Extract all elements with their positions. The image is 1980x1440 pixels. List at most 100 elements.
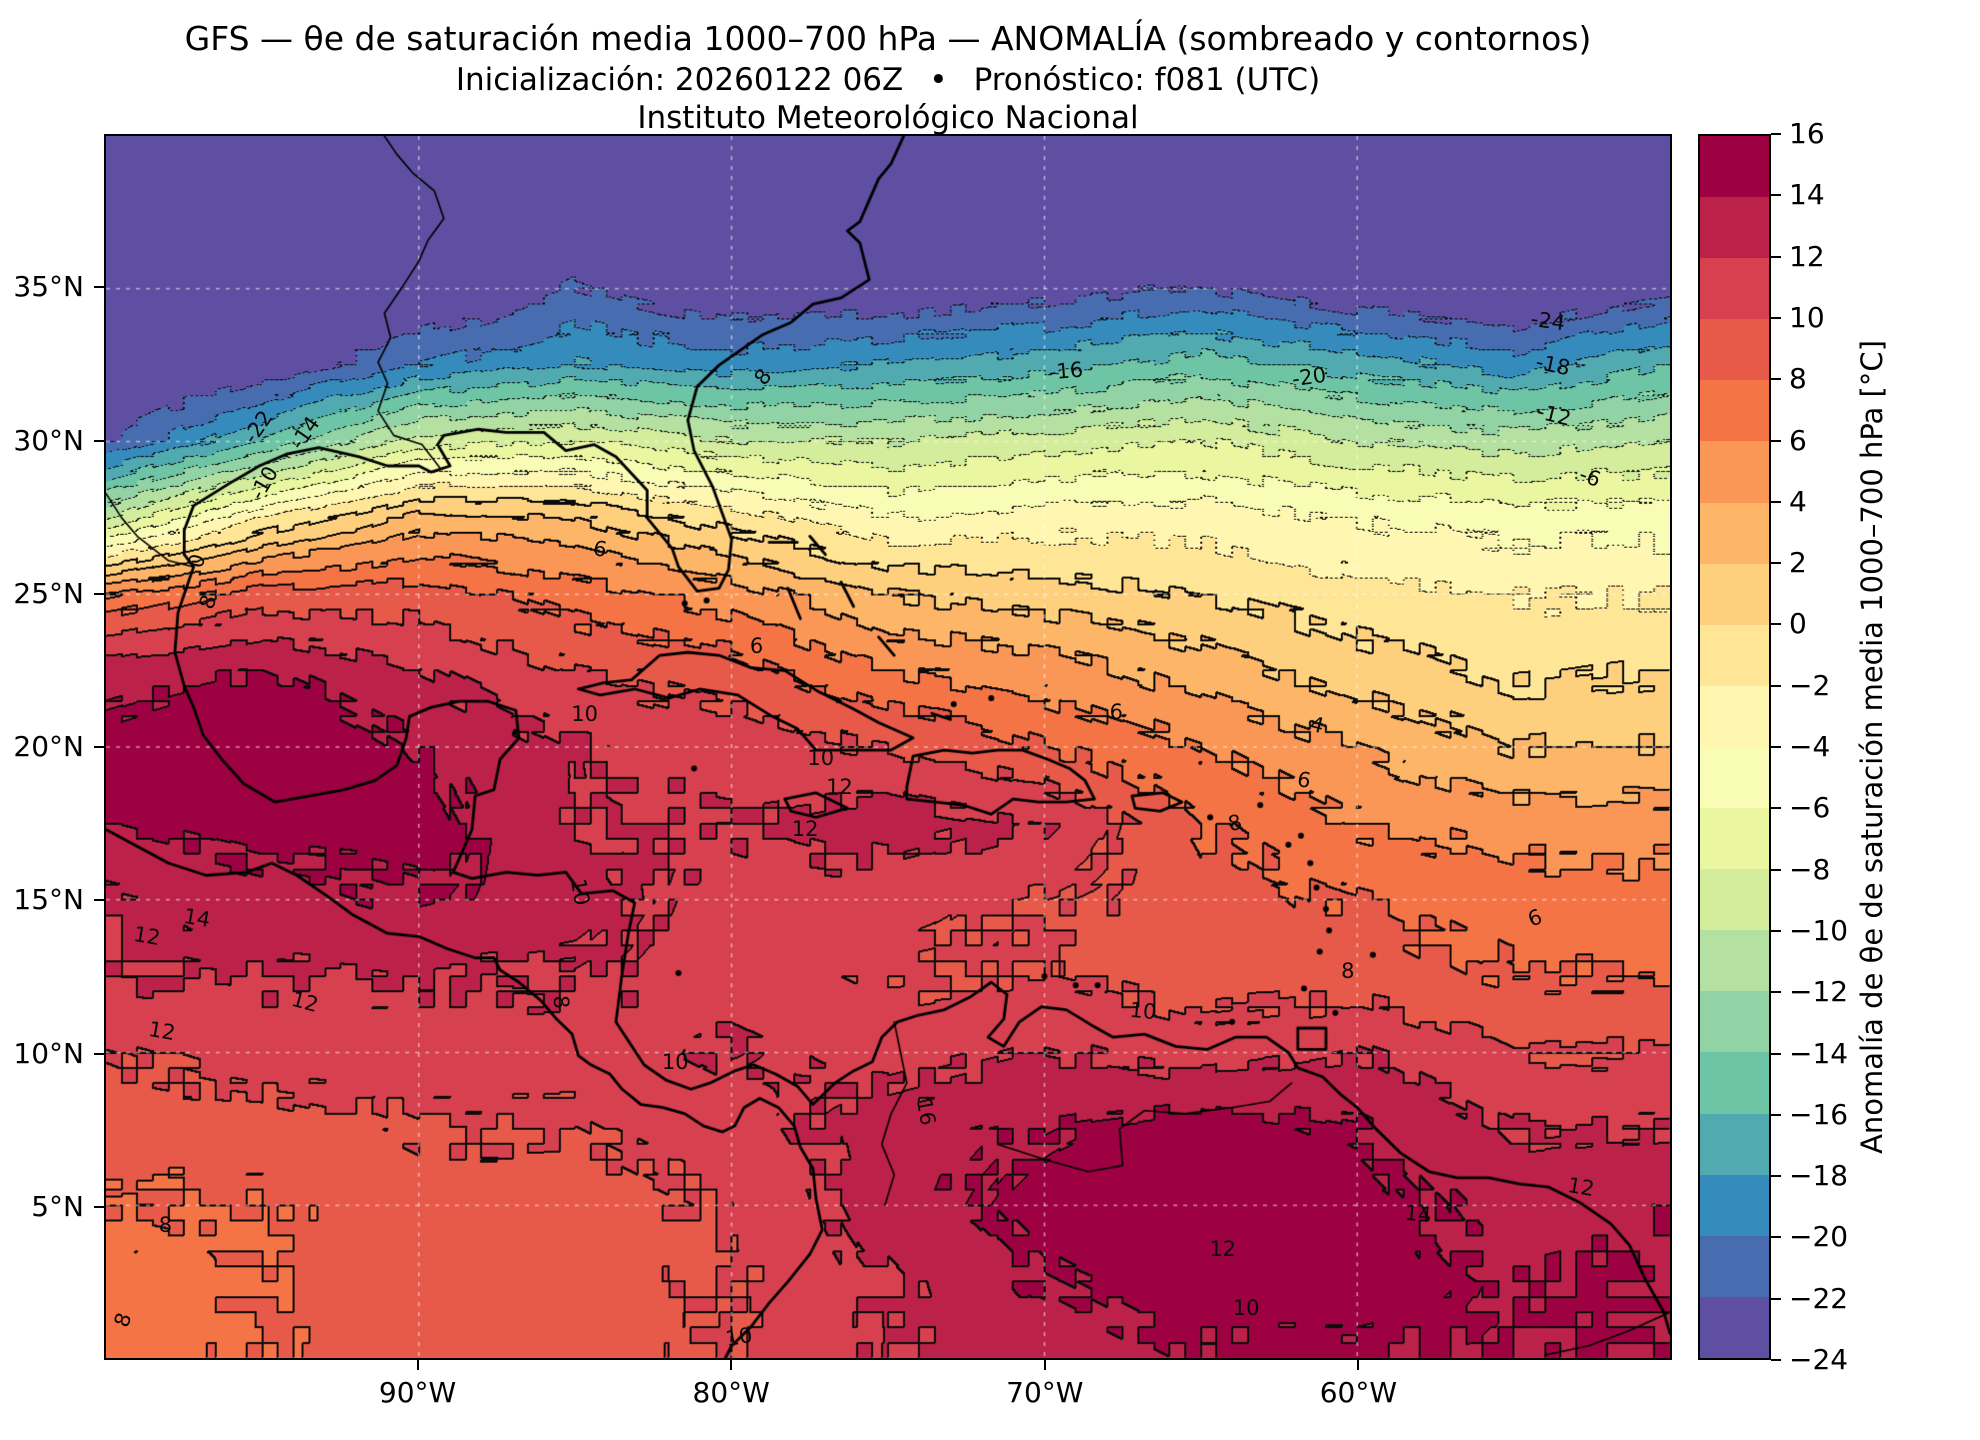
colorbar-segment <box>1700 624 1769 686</box>
colorbar-tick-mark <box>1771 1297 1781 1300</box>
colorbar-tick-label: 14 <box>1789 178 1825 212</box>
colorbar-segment <box>1700 563 1769 625</box>
contour-label: 6 <box>1525 904 1546 932</box>
colorbar-tick-mark <box>1771 868 1781 871</box>
x-tick-label: 80°W <box>692 1376 770 1409</box>
colorbar-tick-label: 16 <box>1789 117 1825 150</box>
contour-label: -24 <box>1529 306 1567 335</box>
contour-label: 6 <box>1109 699 1124 724</box>
contour-label: -6 <box>1576 462 1605 492</box>
contour-label: 14 <box>1403 1200 1433 1227</box>
x-axis: 90°W 80°W 70°W 60°W <box>104 1360 1672 1420</box>
contour-label: 12 <box>826 775 853 800</box>
contour-label: -18 <box>1533 349 1572 380</box>
contour-label: 8 <box>548 994 574 1011</box>
contour-labels-layer: -24 -18 -12 -6 -20 -16 8 -22 -14 -10 0 8 6 6 10 10 12 12 6… <box>106 136 1670 1358</box>
colorbar-tick-mark <box>1771 1113 1781 1116</box>
colorbar-segment <box>1700 1296 1769 1358</box>
colorbar-tick-label: −2 <box>1789 668 1831 702</box>
colorbar-tick-label: −24 <box>1789 1343 1849 1376</box>
title-block: GFS — θe de saturación media 1000–700 hP… <box>104 19 1672 137</box>
y-tick-label: 10°N <box>13 1036 84 1070</box>
colorbar-segment <box>1700 1235 1769 1297</box>
contour-label: 10 <box>1232 1295 1260 1320</box>
x-tick-label: 60°W <box>1319 1376 1398 1409</box>
chart-subtitle: Inicialización: 20260122 06Z • Pronóstic… <box>104 62 1672 98</box>
contour-label: 12 <box>288 987 321 1018</box>
colorbar-tick-mark <box>1771 991 1781 994</box>
colorbar-segment <box>1700 808 1769 870</box>
colorbar-tick-mark <box>1771 807 1781 810</box>
colorbar-tick-mark <box>1771 316 1781 319</box>
colorbar-tick-label: −12 <box>1789 975 1849 1009</box>
y-tick-mark <box>94 439 104 442</box>
colorbar-label: Anomalía de θe de saturación media 1000–… <box>1855 340 1889 1154</box>
contour-label: -14 <box>284 412 325 454</box>
y-tick-label: 25°N <box>13 576 84 610</box>
colorbar-tick-label: −18 <box>1789 1159 1849 1193</box>
colorbar-tick-mark <box>1771 255 1781 258</box>
contour-label: -16 <box>1048 357 1085 385</box>
colorbar-tick-label: 10 <box>1789 300 1825 334</box>
colorbar-tick-label: −22 <box>1789 1281 1849 1315</box>
colorbar-tick-mark <box>1771 746 1781 748</box>
contour-label: 14 <box>181 903 212 933</box>
y-tick-mark <box>94 1205 104 1208</box>
colorbar-tick-label: 8 <box>1789 362 1807 396</box>
y-tick-label: 5°N <box>31 1189 84 1223</box>
contour-label: 0 <box>183 551 211 571</box>
colorbar-tick-label: −8 <box>1789 852 1831 886</box>
colorbar-segment <box>1700 1113 1769 1175</box>
colorbar-segment <box>1700 685 1769 747</box>
colorbar-segment <box>1700 441 1769 503</box>
contour-label: 10 <box>565 877 595 908</box>
colorbar-tick-label: 4 <box>1789 484 1807 518</box>
colorbar-tick-mark <box>1771 1359 1781 1361</box>
x-tick-mark <box>1043 1360 1046 1370</box>
contour-label: 8 <box>158 1212 173 1237</box>
contour-label: 10 <box>1128 997 1158 1025</box>
contour-label: 12 <box>1565 1172 1597 1202</box>
contour-label: 4 <box>1306 711 1327 739</box>
colorbar-tick-label: −6 <box>1789 791 1831 825</box>
colorbar-tick-mark <box>1771 929 1781 932</box>
colorbar-segment <box>1700 380 1769 442</box>
colorbar-tick-label: −10 <box>1789 913 1849 947</box>
colorbar-tick-mark <box>1771 1236 1781 1239</box>
y-tick-label: 30°N <box>13 423 84 457</box>
contour-label: 6 <box>749 633 764 658</box>
colorbar-segment <box>1700 991 1769 1053</box>
chart-title: GFS — θe de saturación media 1000–700 hP… <box>184 19 1592 58</box>
colorbar-tick-label: 0 <box>1789 607 1807 641</box>
colorbar-tick-mark <box>1771 439 1781 442</box>
colorbar-tick-mark <box>1771 194 1781 197</box>
x-tick-label: 90°W <box>378 1376 457 1409</box>
colorbar-tick-mark <box>1771 1052 1781 1055</box>
contour-label: 8 <box>749 364 777 390</box>
contour-label: 16 <box>911 1097 940 1128</box>
y-tick-mark <box>94 1052 104 1055</box>
contour-label: 8 <box>194 591 222 612</box>
colorbar-segment <box>1700 930 1769 992</box>
contour-label: 10 <box>724 1323 755 1352</box>
colorbar-tick-label: −20 <box>1789 1220 1849 1254</box>
colorbar-tick-label: 6 <box>1789 423 1807 457</box>
y-tick-label: 35°N <box>13 270 84 304</box>
contour-label: 6 <box>591 536 609 563</box>
colorbar-tick-mark <box>1771 378 1781 381</box>
contour-label: 10 <box>571 702 598 726</box>
colorbar-segment <box>1700 197 1769 259</box>
contour-label: -12 <box>1534 398 1574 431</box>
bullet-separator: • <box>929 62 948 98</box>
y-tick-mark <box>94 899 104 902</box>
colorbar-tick-mark <box>1771 1175 1781 1178</box>
map-plot-area: -24 -18 -12 -6 -20 -16 8 -22 -14 -10 0 8 6 6 10 10 12 12 6… <box>104 134 1672 1360</box>
y-tick-label: 20°N <box>13 730 84 763</box>
x-tick-mark <box>416 1360 419 1370</box>
colorbar-tick-mark <box>1771 133 1781 135</box>
forecast-label: Pronóstico: f081 (UTC) <box>973 62 1321 98</box>
colorbar-segment <box>1700 258 1769 320</box>
colorbar-tick-mark <box>1771 684 1781 687</box>
contour-label: -10 <box>244 462 283 504</box>
institution-label: Instituto Meteorológico Nacional <box>637 100 1139 136</box>
